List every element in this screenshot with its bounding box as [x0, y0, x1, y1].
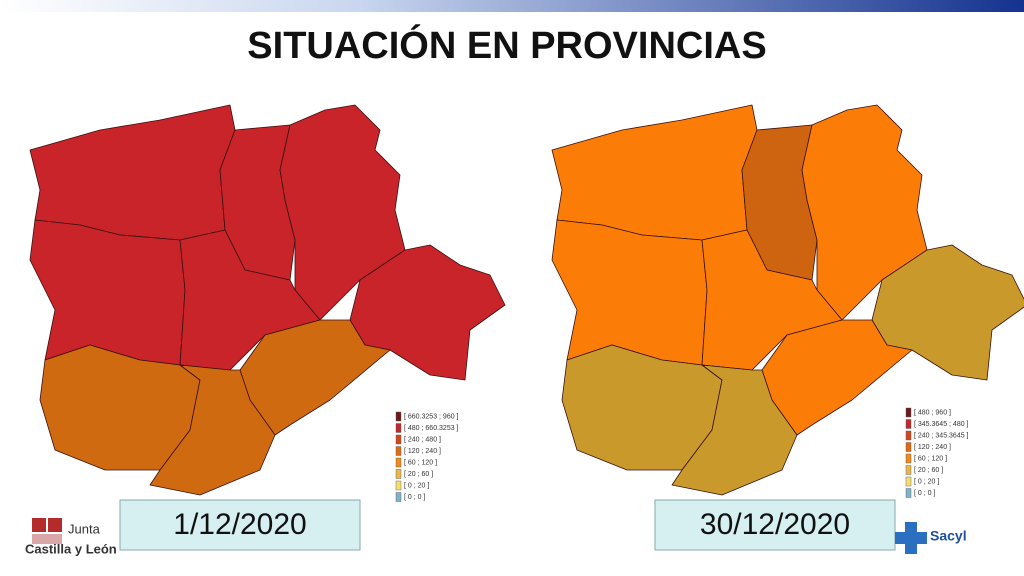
legend: [ 480 ; 960 ] [ 345.3645 ; 480 ] [ 240 ; 3…	[905, 407, 969, 498]
legend-swatch	[905, 488, 912, 498]
logo-text: Junta	[68, 521, 101, 536]
province	[29, 219, 186, 366]
legend-label: [ 20 ; 60 ]	[404, 471, 433, 478]
legend-swatch	[905, 453, 912, 464]
legend-label: [ 120 ; 240 ]	[914, 444, 951, 451]
legend-label: [ 0 ; 0 ]	[914, 490, 935, 497]
top-bar	[0, 0, 1024, 12]
legend-label: [ 480 ; 660.3253 ]	[404, 425, 459, 432]
legend-label: [ 0 ; 20 ]	[914, 478, 939, 485]
legend-swatch	[395, 423, 402, 433]
date-label: 30/12/2020	[700, 508, 850, 541]
legend-swatch	[395, 411, 402, 422]
legend-swatch	[905, 407, 912, 418]
legend-label: [ 20 ; 60 ]	[914, 467, 943, 474]
legend-label: [ 660.3253 ; 960 ]	[404, 413, 459, 420]
legend: [ 660.3253 ; 960 ] [ 480 ; 660.3253 ] [ 24…	[395, 411, 459, 502]
date-label: 1/12/2020	[173, 508, 306, 541]
slide-title: SITUACIÓN EN PROVINCIAS	[247, 23, 766, 67]
date-box	[119, 499, 361, 551]
legend-label: [ 60 ; 120 ]	[404, 459, 437, 466]
legend-swatch	[905, 465, 912, 475]
province	[551, 219, 708, 366]
legend-swatch	[395, 480, 402, 491]
legend-label: [ 0 ; 20 ]	[404, 482, 429, 489]
date-box	[654, 499, 896, 551]
logo-text: Sacyl	[930, 528, 967, 544]
junta-logo: Junta Castilla y León	[25, 518, 117, 556]
legend-label: [ 345.3645 ; 480 ]	[914, 421, 969, 428]
logo-text: Castilla y León	[25, 541, 117, 556]
logo-cross	[895, 522, 927, 554]
legend-swatch	[395, 492, 402, 502]
legend-label: [ 60 ; 120 ]	[914, 455, 947, 462]
legend-swatch	[395, 469, 402, 479]
legend-swatch	[905, 419, 912, 429]
logo-shield	[32, 534, 62, 544]
legend-swatch	[905, 476, 912, 487]
legend-label: [ 0 ; 0 ]	[404, 494, 425, 501]
sacyl-logo: Sacyl	[895, 522, 967, 554]
legend-swatch	[395, 434, 402, 445]
legend-label: [ 120 ; 240 ]	[404, 448, 441, 455]
logo-shield	[32, 518, 46, 532]
legend-label: [ 480 ; 960 ]	[914, 409, 951, 416]
legend-swatch	[395, 446, 402, 456]
legend-swatch	[395, 457, 402, 468]
legend-label: [ 240 ; 480 ]	[404, 436, 441, 443]
legend-swatch	[905, 430, 912, 441]
legend-swatch	[905, 442, 912, 452]
legend-label: [ 240 ; 345.3645 ]	[914, 432, 969, 439]
logo-shield	[48, 518, 62, 532]
